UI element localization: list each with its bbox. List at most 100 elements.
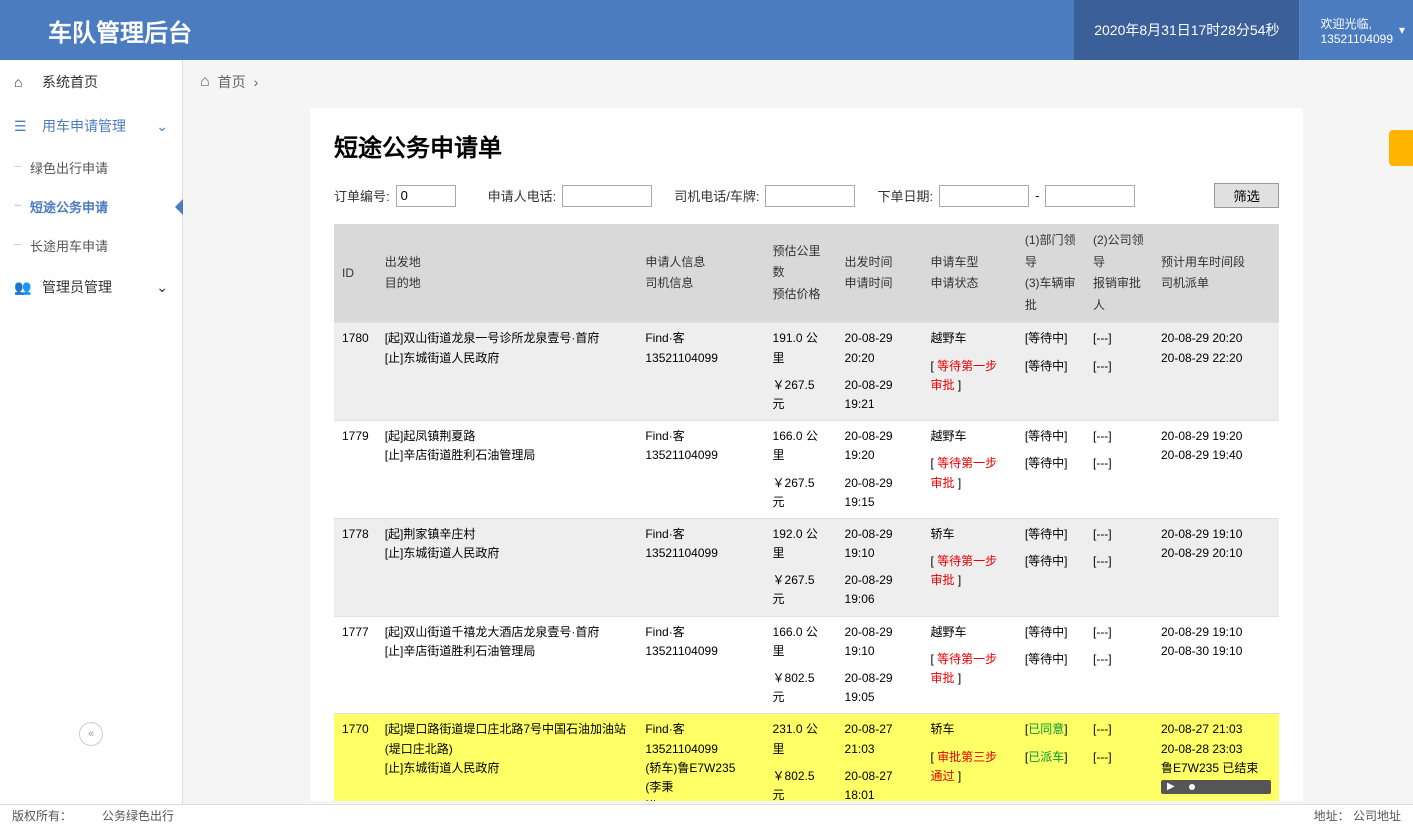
cell-est: 192.0 公里￥267.5 元 bbox=[765, 518, 837, 616]
footer-addr-label: 地址： bbox=[1314, 809, 1350, 823]
side-toggle-button[interactable] bbox=[1389, 130, 1413, 166]
sidebar: ⌂ 系统首页 ☰ 用车申请管理 ⌄ 绿色出行申请 短途公务申请 长途用车申请 👥… bbox=[0, 60, 183, 806]
cell-id: 1778 bbox=[334, 518, 377, 616]
table-row[interactable]: 1777 [起]双山街道千禧龙大酒店龙泉壹号·首府[止]辛店街道胜利石油管理局 … bbox=[334, 616, 1279, 714]
chevron-down-icon: ⌄ bbox=[156, 279, 168, 296]
cell-est: 191.0 公里￥267.5 元 bbox=[765, 323, 837, 421]
cell-status: 轿车[ 审批第三步通过 ] bbox=[922, 714, 1016, 801]
sidebar-collapse-button[interactable]: « bbox=[79, 722, 103, 746]
filter-applicant-input[interactable] bbox=[562, 185, 652, 207]
th-people: 申请人信息司机信息 bbox=[637, 224, 764, 323]
nav-admin-mgmt[interactable]: 👥 管理员管理 ⌄ bbox=[0, 265, 182, 309]
cell-dispatch: 20-08-29 20:2020-08-29 22:20 bbox=[1153, 323, 1279, 421]
cell-route: [起]起凤镇荆夏路[止]辛店街道胜利石油管理局 bbox=[377, 421, 638, 519]
cell-route: [起]堤口路街道堤口庄北路7号中国石油加油站(堤口庄北路)[止]东城街道人民政府 bbox=[377, 714, 638, 801]
cell-approval1: [等待中][等待中] bbox=[1017, 518, 1085, 616]
home-icon[interactable]: ⌂ bbox=[200, 73, 210, 91]
nav-home-label: 系统首页 bbox=[42, 72, 98, 92]
nav-apply-mgmt[interactable]: ☰ 用车申请管理 ⌄ bbox=[0, 104, 182, 148]
cell-status: 越野车[ 等待第一步审批 ] bbox=[922, 323, 1016, 421]
cell-people: Find·客13521104099 bbox=[637, 421, 764, 519]
filter-date-to[interactable] bbox=[1045, 185, 1135, 207]
cell-time: 20-08-29 19:1020-08-29 19:05 bbox=[837, 616, 923, 714]
breadcrumb-home[interactable]: 首页 bbox=[218, 72, 246, 92]
cell-dispatch: 20-08-27 21:0320-08-28 23:03鲁E7W235 已结束▶ bbox=[1153, 714, 1279, 801]
header: 车队管理后台 2020年8月31日17时28分54秒 欢迎光临, 1352110… bbox=[0, 0, 1413, 60]
cell-approval1: [等待中][等待中] bbox=[1017, 323, 1085, 421]
cell-dispatch: 20-08-29 19:2020-08-29 19:40 bbox=[1153, 421, 1279, 519]
table-row[interactable]: 1778 [起]荆家镇辛庄村[止]东城街道人民政府 Find·客13521104… bbox=[334, 518, 1279, 616]
filter-button[interactable]: 筛选 bbox=[1214, 183, 1279, 208]
cell-status: 轿车[ 等待第一步审批 ] bbox=[922, 518, 1016, 616]
nav-long-apply[interactable]: 长途用车申请 bbox=[0, 226, 182, 265]
table-row[interactable]: 1770 [起]堤口路街道堤口庄北路7号中国石油加油站(堤口庄北路)[止]东城街… bbox=[334, 714, 1279, 801]
cell-status: 越野车[ 等待第一步审批 ] bbox=[922, 421, 1016, 519]
welcome-label: 欢迎光临, bbox=[1320, 15, 1393, 32]
cell-approval2: [---][---] bbox=[1085, 323, 1153, 421]
filter-order-label: 订单编号: bbox=[334, 186, 390, 205]
filter-date-label: 下单日期: bbox=[877, 186, 933, 205]
th-time: 出发时间申请时间 bbox=[837, 224, 923, 323]
footer-copyright: 版权所有： bbox=[12, 807, 72, 824]
cell-people: Find·客13521104099 bbox=[637, 323, 764, 421]
table-row[interactable]: 1779 [起]起凤镇荆夏路[止]辛店街道胜利石油管理局 Find·客13521… bbox=[334, 421, 1279, 519]
th-approval1: (1)部门领导(3)车辆审批 bbox=[1017, 224, 1085, 323]
home-icon: ⌂ bbox=[14, 74, 32, 90]
footer-addr: 公司地址 bbox=[1353, 809, 1401, 823]
cell-approval1: [等待中][等待中] bbox=[1017, 616, 1085, 714]
cell-route: [起]荆家镇辛庄村[止]东城街道人民政府 bbox=[377, 518, 638, 616]
cell-est: 166.0 公里￥267.5 元 bbox=[765, 421, 837, 519]
list-icon: ☰ bbox=[14, 118, 32, 135]
cell-est: 231.0 公里￥802.5 元 bbox=[765, 714, 837, 801]
th-route: 出发地目的地 bbox=[377, 224, 638, 323]
nav-short-apply[interactable]: 短途公务申请 bbox=[0, 187, 182, 226]
th-id: ID bbox=[334, 224, 377, 323]
nav-home[interactable]: ⌂ 系统首页 bbox=[0, 60, 182, 104]
th-car: 申请车型申请状态 bbox=[922, 224, 1016, 323]
th-est: 预估公里数预估价格 bbox=[765, 224, 837, 323]
cell-time: 20-08-29 19:2020-08-29 19:15 bbox=[837, 421, 923, 519]
page-title: 短途公务申请单 bbox=[334, 128, 1279, 163]
welcome-phone: 13521104099 bbox=[1320, 32, 1393, 46]
filter-applicant-label: 申请人电话: bbox=[488, 186, 557, 205]
cell-status: 越野车[ 等待第一步审批 ] bbox=[922, 616, 1016, 714]
progress-bar[interactable]: ▶ bbox=[1161, 780, 1271, 794]
filter-date-from[interactable] bbox=[939, 185, 1029, 207]
cell-people: Find·客13521104099(轿车)鲁E7W235(李秉进)1784426… bbox=[637, 714, 764, 801]
cell-dispatch: 20-08-29 19:1020-08-29 20:10 bbox=[1153, 518, 1279, 616]
cell-approval1: [等待中][等待中] bbox=[1017, 421, 1085, 519]
play-icon: ▶ bbox=[1167, 779, 1175, 795]
nav-apply-label: 用车申请管理 bbox=[42, 116, 126, 136]
users-icon: 👥 bbox=[14, 279, 32, 296]
breadcrumb: ⌂ 首页 › bbox=[200, 72, 258, 92]
footer: 版权所有： 公务绿色出行 地址： 公司地址 bbox=[0, 804, 1413, 826]
chevron-down-icon: ▾ bbox=[1399, 23, 1405, 37]
nav-green-apply[interactable]: 绿色出行申请 bbox=[0, 148, 182, 187]
th-dispatch: 预计用车时间段司机派单 bbox=[1153, 224, 1279, 323]
nav-admin-label: 管理员管理 bbox=[42, 277, 112, 297]
filter-order-input[interactable] bbox=[396, 185, 456, 207]
welcome-dropdown[interactable]: 欢迎光临, 13521104099 ▾ bbox=[1299, 0, 1413, 60]
cell-approval1: [已同意][已派车] bbox=[1017, 714, 1085, 801]
cell-route: [起]双山街道千禧龙大酒店龙泉壹号·首府[止]辛店街道胜利石油管理局 bbox=[377, 616, 638, 714]
content: 短途公务申请单 订单编号: 申请人电话: 司机电话/车牌: 下单日期: - 筛选… bbox=[310, 108, 1303, 801]
cell-id: 1770 bbox=[334, 714, 377, 801]
footer-company: 公务绿色出行 bbox=[102, 807, 174, 824]
cell-approval2: [---][---] bbox=[1085, 616, 1153, 714]
cell-people: Find·客13521104099 bbox=[637, 616, 764, 714]
cell-dispatch: 20-08-29 19:1020-08-30 19:10 bbox=[1153, 616, 1279, 714]
cell-id: 1777 bbox=[334, 616, 377, 714]
datetime: 2020年8月31日17时28分54秒 bbox=[1074, 0, 1299, 60]
orders-table: ID 出发地目的地 申请人信息司机信息 预估公里数预估价格 出发时间申请时间 申… bbox=[334, 224, 1279, 801]
chevron-right-icon: › bbox=[254, 74, 259, 90]
chevron-down-icon: ⌄ bbox=[156, 118, 168, 135]
filter-driver-input[interactable] bbox=[765, 185, 855, 207]
th-approval2: (2)公司领导报销审批人 bbox=[1085, 224, 1153, 323]
cell-approval2: [---][---] bbox=[1085, 518, 1153, 616]
cell-time: 20-08-29 19:1020-08-29 19:06 bbox=[837, 518, 923, 616]
table-row[interactable]: 1780 [起]双山街道龙泉一号诊所龙泉壹号·首府[止]东城街道人民政府 Fin… bbox=[334, 323, 1279, 421]
cell-id: 1779 bbox=[334, 421, 377, 519]
cell-route: [起]双山街道龙泉一号诊所龙泉壹号·首府[止]东城街道人民政府 bbox=[377, 323, 638, 421]
logo: 车队管理后台 bbox=[48, 13, 192, 48]
cell-id: 1780 bbox=[334, 323, 377, 421]
